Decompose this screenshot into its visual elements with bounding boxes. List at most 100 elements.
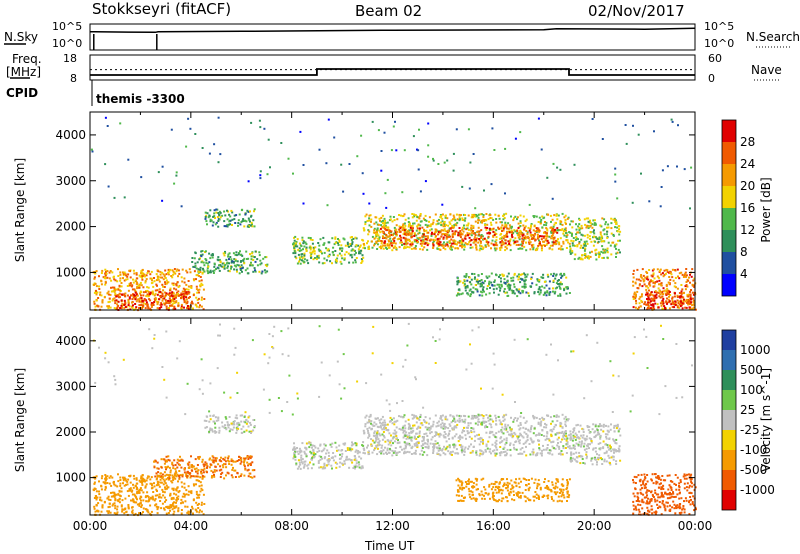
heatmap-cell: [298, 247, 301, 250]
heatmap-cell: [482, 452, 484, 455]
heatmap-cell: [327, 248, 330, 251]
heatmap-cell: [582, 243, 585, 246]
heatmap-cell: [302, 240, 305, 243]
heatmap-cell: [127, 506, 130, 509]
heatmap-cell: [293, 236, 295, 239]
heatmap-cell: [432, 157, 434, 160]
heatmap-cell: [244, 219, 246, 222]
heatmap-cell: [367, 229, 370, 232]
heatmap-cell: [503, 438, 506, 441]
heatmap-cell: [643, 303, 646, 305]
heatmap-cell: [236, 263, 239, 266]
heatmap-cell: [525, 291, 528, 294]
heatmap-cell: [163, 479, 166, 482]
heatmap-cell: [177, 510, 180, 513]
heatmap-cell: [160, 276, 163, 279]
heatmap-cell: [239, 223, 242, 226]
heatmap-cell: [565, 222, 567, 225]
heatmap-cell: [112, 276, 115, 279]
heatmap-cell: [200, 487, 203, 490]
heatmap-cell: [453, 217, 456, 220]
heatmap-cell: [529, 231, 532, 234]
heatmap-cell: [428, 429, 431, 432]
heatmap-cell: [367, 444, 369, 447]
heatmap-cell: [421, 236, 424, 239]
heatmap-cell: [323, 462, 326, 465]
heatmap-cell: [521, 247, 524, 250]
heatmap-cell: [593, 222, 596, 225]
heatmap-cell: [680, 302, 682, 305]
heatmap-cell: [314, 257, 316, 259]
heatmap-cell: [505, 441, 508, 444]
heatmap-cell: [360, 467, 363, 470]
heatmap-cell: [194, 252, 197, 255]
heatmap-cell: [503, 225, 506, 228]
heatmap-cell: [662, 297, 665, 300]
heatmap-cell: [594, 252, 597, 255]
heatmap-cell: [249, 464, 252, 466]
heatmap-cell: [379, 227, 382, 230]
heatmap-cell: [100, 305, 103, 308]
heatmap-cell: [565, 229, 567, 232]
heatmap-cell: [483, 237, 486, 240]
heatmap-cell: [436, 238, 439, 241]
heatmap-cell: [95, 504, 98, 507]
heatmap-cell: [173, 268, 176, 270]
heatmap-cell: [122, 479, 125, 482]
heatmap-cell: [555, 213, 558, 216]
heatmap-cell: [690, 166, 693, 169]
heatmap-cell: [405, 232, 408, 235]
heatmap-cell: [480, 279, 483, 281]
heatmap-cell: [429, 225, 432, 228]
heatmap-cell: [536, 228, 539, 231]
heatmap-cell: [586, 236, 589, 239]
heatmap-cell: [394, 447, 397, 449]
heatmap-cell: [203, 475, 206, 478]
heatmap-cell: [477, 282, 480, 285]
heatmap-cell: [222, 266, 225, 269]
colorbar-swatch: [722, 142, 736, 164]
heatmap-cell: [464, 242, 467, 245]
heatmap-cell: [150, 497, 153, 500]
heatmap-cell: [198, 493, 201, 496]
heatmap-cell: [327, 451, 330, 454]
heatmap-cell: [445, 233, 447, 236]
heatmap-cell: [427, 445, 430, 448]
heatmap-cell: [485, 414, 488, 416]
heatmap-cell: [235, 265, 238, 268]
heatmap-cell: [204, 216, 207, 218]
heatmap-cell: [464, 434, 467, 437]
heatmap-cell: [432, 238, 435, 241]
heatmap-cell: [601, 245, 604, 248]
heatmap-cell: [452, 226, 455, 229]
heatmap-cell: [202, 463, 205, 466]
heatmap-cell: [555, 214, 558, 217]
heatmap-cell: [303, 460, 306, 463]
heatmap-cell: [185, 493, 188, 496]
heatmap-cell: [652, 268, 655, 271]
heatmap-cell: [500, 285, 503, 288]
heatmap-cell: [459, 218, 461, 221]
heatmap-cell: [166, 460, 168, 463]
heatmap-cell: [338, 252, 341, 255]
heatmap-cell: [504, 235, 507, 238]
heatmap-cell: [400, 428, 403, 431]
heatmap-cell: [258, 119, 261, 122]
heatmap-cell: [131, 298, 134, 301]
heatmap-cell: [164, 466, 167, 469]
heatmap-cell: [192, 499, 195, 502]
heatmap-cell: [672, 279, 675, 282]
y-tick-label: 2000: [55, 220, 86, 234]
heatmap-cell: [452, 214, 455, 217]
heatmap-cell: [584, 247, 587, 250]
heatmap-cell: [357, 244, 360, 247]
heatmap-cell: [565, 247, 568, 249]
heatmap-cell: [178, 272, 181, 275]
heatmap-cell: [504, 291, 507, 294]
heatmap-cell: [540, 276, 543, 279]
heatmap-cell: [149, 291, 152, 294]
heatmap-cell: [148, 298, 151, 301]
heatmap-cell: [380, 452, 383, 455]
heatmap-cell: [504, 221, 507, 224]
heatmap-cell: [195, 467, 198, 470]
